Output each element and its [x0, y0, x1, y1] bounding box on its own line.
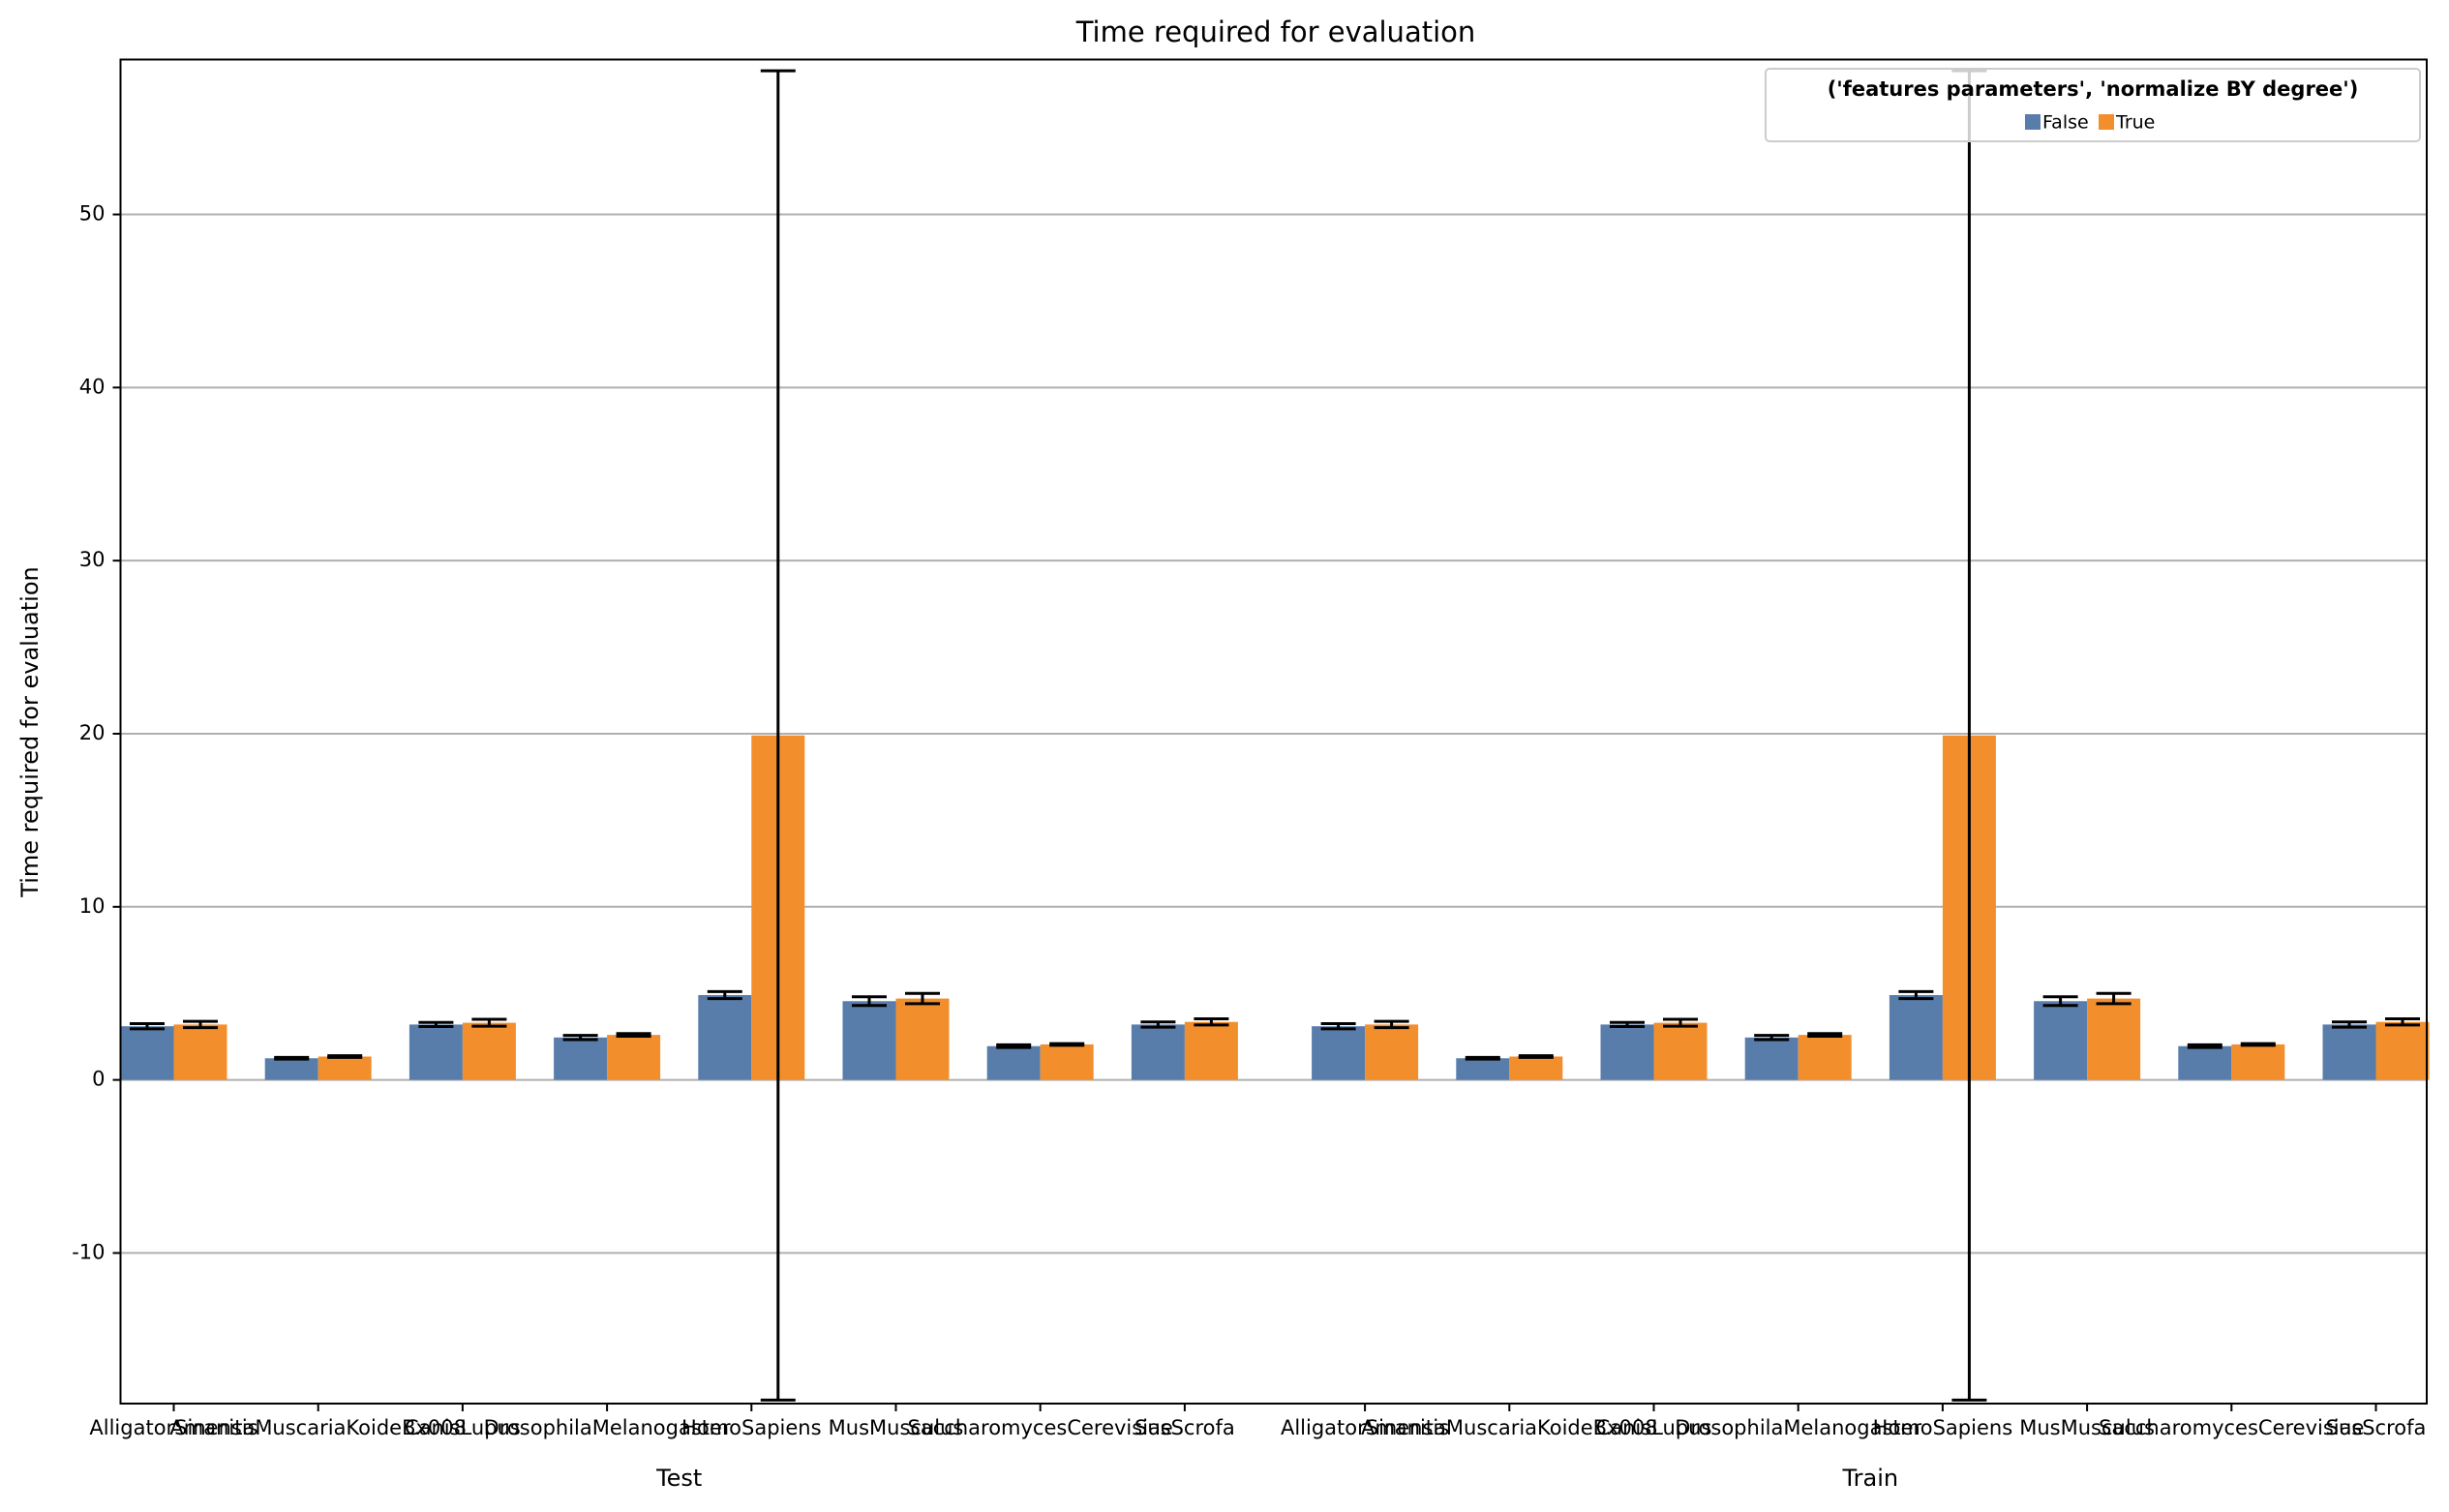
- chart-title: Time required for evaluation: [1075, 15, 1476, 48]
- group-label: Train: [1842, 1465, 1899, 1492]
- bar: [895, 998, 950, 1080]
- bar: [2231, 1043, 2285, 1080]
- bar: [2087, 998, 2141, 1080]
- legend-label: False: [2042, 112, 2089, 134]
- bar: [264, 1058, 318, 1080]
- x-tick-label: MusMusculus: [829, 1416, 964, 1439]
- error-bar: [2187, 1043, 2222, 1049]
- y-tick-label: 10: [79, 894, 106, 918]
- error-bar: [1807, 1032, 1843, 1039]
- error-bar: [905, 991, 940, 1006]
- error-bar: [707, 989, 742, 1001]
- x-tick-label: AmanitaMuscariaKoideBx008: [169, 1416, 467, 1439]
- bar: [1600, 1024, 1654, 1080]
- y-tick-label: -10: [72, 1240, 105, 1263]
- x-tick-label: HomoSapiens: [681, 1416, 821, 1439]
- legend-box: [1765, 68, 2421, 142]
- y-tick-label: 50: [79, 202, 106, 226]
- bar: [1509, 1056, 1563, 1080]
- x-tick-label: HomoSapiens: [1873, 1416, 2012, 1439]
- bar: [462, 1022, 516, 1080]
- error-bar: [1049, 1042, 1085, 1047]
- x-tick-label: AmanitaMuscariaKoideBx008: [1361, 1416, 1658, 1439]
- bar: [1744, 1037, 1799, 1080]
- error-bar: [2385, 1016, 2420, 1027]
- bar: [986, 1045, 1041, 1080]
- error-bar: [616, 1032, 651, 1039]
- error-bar: [418, 1020, 454, 1029]
- legend-title: ('features parameters', 'normalize BY de…: [1828, 77, 2359, 101]
- bar: [607, 1035, 661, 1080]
- legend-label: True: [2115, 112, 2155, 134]
- y-tick-label: 40: [79, 375, 106, 398]
- bar: [120, 1026, 174, 1080]
- x-tick-label: CanisLupus: [1596, 1416, 1712, 1439]
- bar: [1312, 1026, 1366, 1080]
- x-tick-label: MusMusculus: [2019, 1416, 2155, 1439]
- bar: [317, 1056, 372, 1080]
- error-bar: [1194, 1016, 1229, 1027]
- y-tick-label: 30: [79, 548, 106, 571]
- error-bar: [183, 1019, 218, 1030]
- error-bar: [327, 1054, 363, 1059]
- error-bar: [1754, 1034, 1790, 1042]
- error-bar: [274, 1055, 310, 1061]
- bar: [1798, 1035, 1852, 1080]
- bar: [1889, 994, 1943, 1080]
- bar: [842, 1001, 896, 1080]
- x-tick-label: SaccharomycesCerevisiae: [908, 1416, 1173, 1439]
- error-bar: [1140, 1020, 1176, 1029]
- group-label: Test: [655, 1465, 702, 1492]
- error-bar: [996, 1043, 1032, 1049]
- error-bar: [2042, 995, 2078, 1008]
- bar: [1653, 1022, 1708, 1080]
- bar: [1131, 1024, 1185, 1080]
- error-bar: [1465, 1055, 1500, 1061]
- bar: [408, 1024, 463, 1080]
- x-tick-label: AlligatorSinensis: [1281, 1416, 1449, 1439]
- bar: [1184, 1021, 1238, 1080]
- bar: [2178, 1045, 2232, 1080]
- y-tick-label: 0: [92, 1068, 105, 1091]
- x-tick-label: AlligatorSinensis: [89, 1416, 257, 1439]
- bar: [2322, 1024, 2376, 1080]
- error-bar: [471, 1017, 507, 1028]
- error-bar: [2240, 1042, 2276, 1047]
- error-bar: [2096, 991, 2132, 1006]
- error-bar: [1320, 1022, 1356, 1031]
- bar: [173, 1024, 227, 1080]
- error-bar: [562, 1034, 598, 1042]
- error-bar: [2332, 1020, 2367, 1029]
- bar: [1040, 1043, 1094, 1080]
- error-bar: [1663, 1017, 1698, 1028]
- x-tick-label: CanisLupus: [405, 1416, 521, 1439]
- x-tick-label: DrosophilaMelanogaster: [484, 1416, 731, 1439]
- bar: [554, 1037, 608, 1080]
- error-bar: [852, 995, 887, 1008]
- x-tick-label: SusScrofa: [1134, 1416, 1235, 1439]
- y-axis-label: Time required for evaluation: [16, 566, 44, 897]
- error-bar: [1898, 989, 1934, 1001]
- error-bar: [130, 1022, 165, 1031]
- x-tick-label: DrosophilaMelanogaster: [1675, 1416, 1921, 1439]
- y-tick-label: 20: [79, 721, 106, 744]
- x-tick-label: SusScrofa: [2326, 1416, 2427, 1439]
- legend-swatch: [2025, 114, 2041, 130]
- error-bar: [1610, 1020, 1645, 1029]
- x-tick-label: SaccharomycesCerevisiae: [2099, 1416, 2364, 1439]
- bar: [2375, 1021, 2430, 1080]
- error-bar: [1374, 1019, 1409, 1030]
- error-bar: [760, 69, 796, 1402]
- bar: [2034, 1001, 2088, 1080]
- error-bar: [1518, 1054, 1554, 1059]
- bar: [1456, 1058, 1510, 1080]
- legend-swatch: [2099, 114, 2114, 130]
- plot-frame: [119, 58, 2428, 1405]
- bar: [1365, 1024, 1419, 1080]
- bar: [698, 994, 752, 1080]
